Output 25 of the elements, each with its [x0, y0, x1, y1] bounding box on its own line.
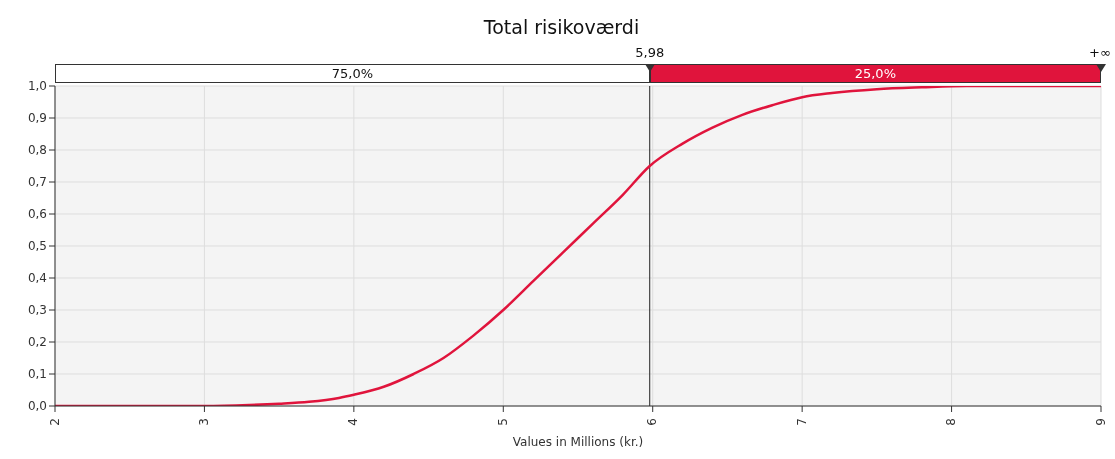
x-tick-label: 6 — [645, 418, 660, 426]
y-tick-label: 0,2 — [27, 335, 47, 350]
text: 75,0% — [55, 64, 650, 83]
y-tick-label: 0,6 — [27, 207, 47, 222]
x-tick-label: 4 — [346, 418, 361, 426]
y-tick-label: 0,7 — [27, 175, 47, 190]
text: +∞ — [1089, 45, 1111, 60]
y-tick-label: 0,8 — [27, 143, 47, 158]
x-tick-label: 7 — [794, 418, 809, 426]
y-tick-label: 0,3 — [27, 303, 47, 318]
ref-line-label: 5,98 — [634, 45, 666, 60]
x-axis-title: Values in Millions (kr.) — [512, 435, 644, 449]
y-tick-label: 0,4 — [27, 271, 47, 286]
x-tick-label: 2 — [47, 418, 62, 426]
y-tick-label: 0,9 — [27, 111, 47, 126]
x-tick-label: 3 — [196, 418, 211, 426]
y-tick-label: 0,5 — [27, 239, 47, 254]
x-tick-label: 5 — [495, 418, 510, 426]
x-tick-label: 8 — [944, 418, 959, 426]
x-tick-label: 9 — [1093, 418, 1108, 426]
y-tick-label: 0,0 — [27, 399, 47, 414]
chart-title: Total risikoværdi — [482, 16, 641, 38]
y-tick-label: 1,0 — [27, 79, 47, 94]
text: 25,0% — [649, 64, 1101, 83]
y-tick-label: 0,1 — [27, 367, 47, 382]
